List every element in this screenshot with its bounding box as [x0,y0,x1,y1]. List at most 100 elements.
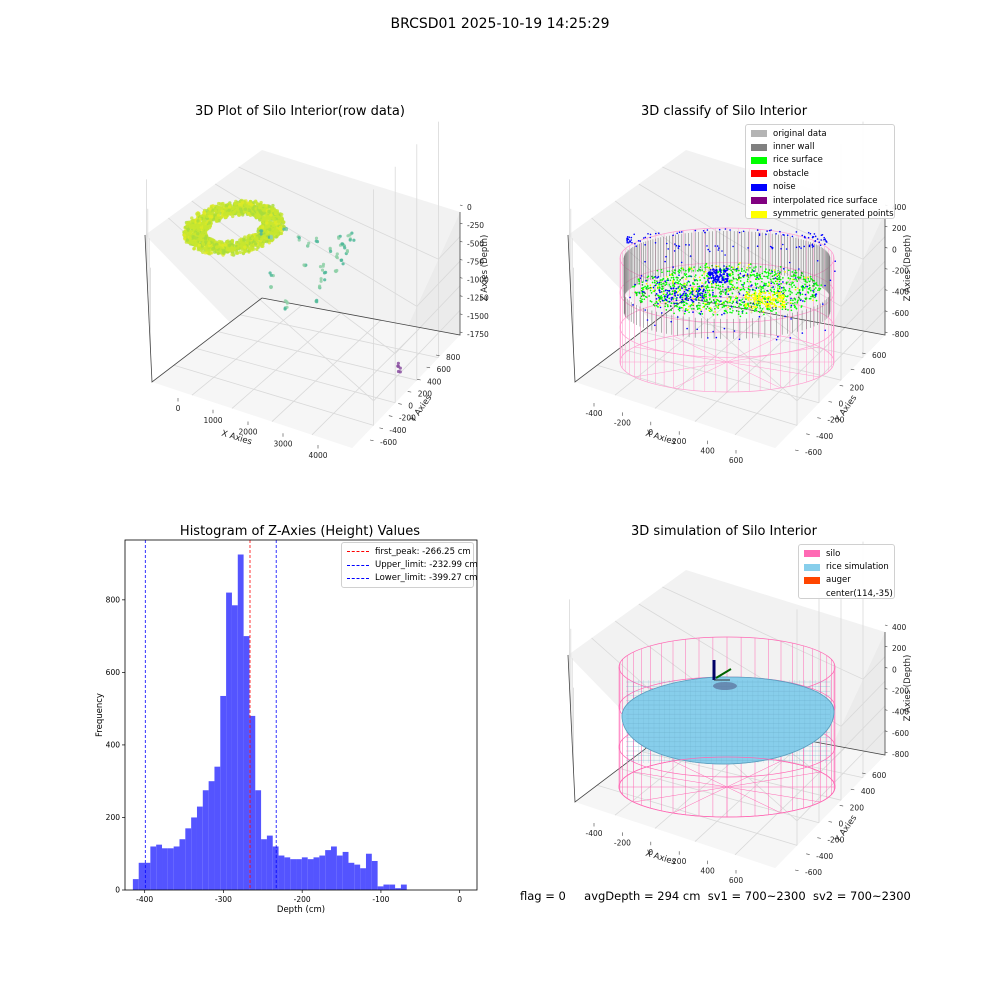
data-point [822,303,824,305]
data-point [769,302,772,305]
data-point [736,282,738,284]
data-point [280,219,284,223]
data-point [717,284,720,287]
data-point [784,300,787,303]
tick-mark [426,366,431,369]
data-point [677,308,680,311]
data-point [221,209,225,213]
data-point [688,311,690,314]
data-point [807,292,810,294]
data-point [672,234,674,237]
data-point [655,293,658,295]
data-point [726,269,729,271]
data-point [640,287,643,290]
data-point [708,302,711,304]
data-point [722,285,724,288]
histogram-bar [278,855,285,890]
legend-item: symmetric generated points [751,207,894,220]
data-point [741,268,743,270]
data-point [758,299,761,302]
data-point [746,274,749,277]
data-point [790,284,793,286]
legend-line [347,564,369,566]
data-point [775,305,778,307]
data-point [795,271,798,274]
data-point [217,205,221,209]
data-point [793,273,795,276]
data-point [709,274,712,276]
data-point [783,300,785,303]
data-point [797,278,800,280]
tick-mark [884,268,888,270]
data-point [779,278,782,281]
tick-mark [861,352,866,354]
data-point [214,219,219,223]
data-point [749,302,752,304]
x-tick-label: 400 [700,447,715,456]
data-point [698,287,701,290]
data-point [398,370,402,374]
data-point [784,308,787,311]
data-point [790,309,793,312]
data-point [656,269,659,272]
legend-label: interpolated rice surface [773,195,878,206]
legend-item: silo [804,547,889,560]
histogram-bar [360,868,366,890]
data-point [642,237,645,239]
data-point [731,311,733,314]
y-axis-label: Frequency [95,693,105,737]
data-point [666,275,668,278]
data-point [651,281,654,284]
data-point [269,273,273,277]
data-point [633,285,636,288]
legend-label: auger [826,575,851,586]
data-point [253,199,258,203]
data-point [754,308,757,311]
legend-label: Lower_limit: -399.27 cm [375,573,478,584]
axis-line [567,234,687,383]
data-point [687,308,689,311]
data-point [673,250,676,252]
data-point [777,290,780,293]
data-point [811,246,814,248]
tick-mark [806,853,810,855]
data-point [222,248,226,252]
data-point [794,274,797,277]
data-point [825,239,827,242]
data-point [646,276,649,279]
data-point [744,307,746,310]
data-point [185,231,189,236]
data-point [741,312,744,315]
data-point [653,287,656,290]
data-point [682,269,685,271]
data-point [738,276,740,278]
data-point [279,231,284,236]
histogram-bar [237,554,244,890]
data-point [732,276,735,279]
data-point [737,313,740,315]
data-point [746,278,749,281]
x-tick-label: 4000 [308,451,327,460]
data-point [791,235,794,238]
legend-line [347,577,369,579]
data-point [811,236,814,239]
data-point [718,295,721,298]
data-point [683,290,686,293]
data-point [781,297,784,300]
data-point [192,227,196,231]
y-axis-label: Y Axies [833,813,860,845]
data-point [667,279,669,282]
data-point [796,301,799,303]
data-point [720,300,722,302]
data-point [269,285,273,289]
data-point [692,269,695,272]
data-point [243,245,247,249]
data-point [704,295,706,298]
data-point [772,308,775,311]
data-point [258,209,262,213]
data-point [678,280,680,283]
data-point [716,279,719,282]
data-point [664,298,667,301]
data-point [737,278,740,281]
data-point [688,266,691,269]
